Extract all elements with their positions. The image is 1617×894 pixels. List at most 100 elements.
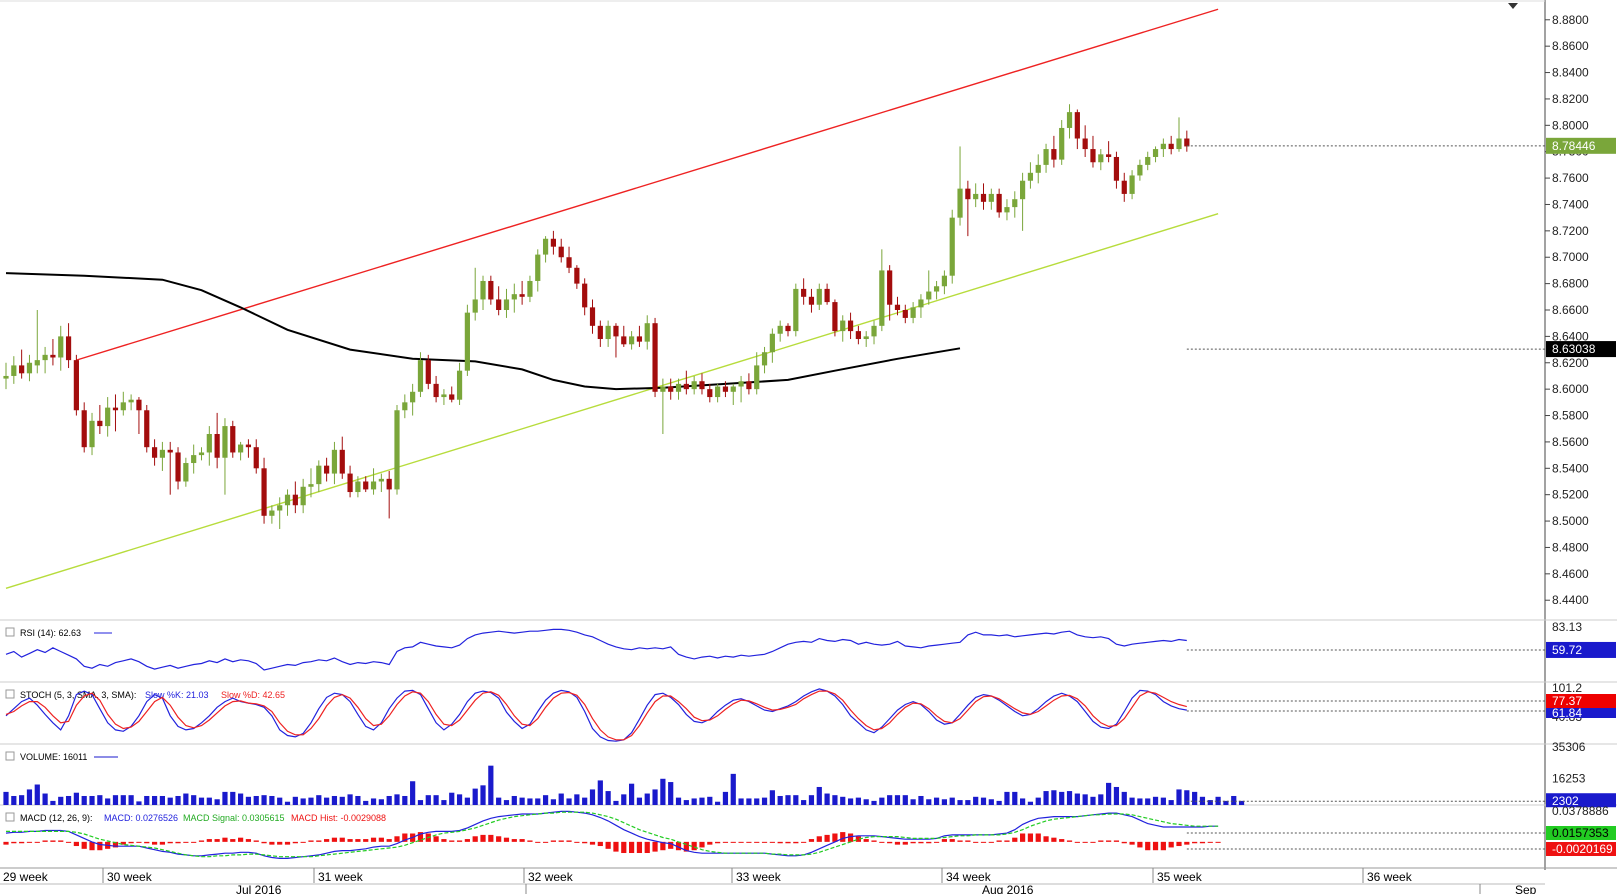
volume-panel[interactable]: VOLUME: 16011 35306 16253 2302 bbox=[0, 740, 1617, 808]
volume-bar bbox=[574, 794, 580, 805]
macd-hist-bar bbox=[1207, 841, 1213, 843]
ma-value-box bbox=[1546, 341, 1616, 358]
volume-bar bbox=[535, 798, 541, 805]
macd-hist-bar bbox=[183, 841, 189, 843]
rsi-line bbox=[5, 628, 1187, 671]
rsi-panel[interactable]: RSI (14): 62.63 83.13 59.72 bbox=[0, 620, 1617, 683]
volume-bar bbox=[1020, 798, 1026, 805]
volume-bar bbox=[417, 800, 424, 805]
candle-body bbox=[144, 410, 150, 448]
volume-bar bbox=[1074, 793, 1080, 805]
macd-hist-bar bbox=[1145, 841, 1151, 851]
macd-hist-bar bbox=[433, 836, 439, 842]
price-panel[interactable]: 8.88008.86008.84008.82008.80008.78008.76… bbox=[0, 0, 1617, 870]
macd-hist-bar bbox=[566, 840, 572, 842]
volume-bar bbox=[230, 791, 236, 805]
macd-hist-bar bbox=[19, 841, 25, 844]
stochastic-panel[interactable]: STOCH (5, 3, SMA, 3, SMA): Slow %K: 21.03… bbox=[0, 681, 1617, 745]
candle-body bbox=[324, 465, 330, 474]
volume-bar bbox=[355, 795, 361, 805]
macd-hist-bar bbox=[1090, 841, 1096, 843]
volume-bar bbox=[613, 800, 619, 805]
volume-bar bbox=[11, 795, 17, 805]
volume-bar bbox=[879, 797, 885, 805]
candle-body bbox=[824, 288, 830, 303]
macd-hist-bar bbox=[574, 841, 580, 843]
macd-hist-bar bbox=[605, 841, 611, 849]
candle-body bbox=[65, 336, 72, 361]
candle-body bbox=[81, 410, 87, 448]
volume-bar bbox=[801, 800, 807, 805]
price-tick-label: 8.5400 bbox=[1552, 461, 1589, 475]
volume-bar bbox=[1168, 800, 1174, 805]
macd-hist-bar bbox=[1020, 833, 1026, 842]
volume-bar bbox=[542, 795, 549, 805]
volume-bar bbox=[1199, 796, 1206, 805]
macd-hist-bar bbox=[801, 841, 807, 843]
macd-hist-bar bbox=[58, 840, 64, 842]
volume-bar bbox=[1145, 798, 1151, 805]
price-tick-label: 8.8600 bbox=[1552, 39, 1589, 53]
macd-hist-bar bbox=[191, 841, 197, 843]
macd-legend: MACD (12, 26, 9): bbox=[20, 813, 93, 823]
macd-hist-bar bbox=[629, 841, 635, 854]
macd-hist-bar bbox=[808, 839, 815, 842]
volume-bar bbox=[926, 799, 932, 805]
macd-hist-bar bbox=[488, 834, 494, 842]
candle-body bbox=[699, 381, 705, 390]
volume-tick-label: 16253 bbox=[1552, 771, 1586, 785]
macd-hist-bar bbox=[973, 841, 979, 843]
volume-bar bbox=[324, 797, 330, 805]
volume-bar bbox=[89, 795, 95, 805]
macd-hist-bar bbox=[370, 837, 377, 842]
volume-bar bbox=[855, 797, 861, 805]
candle-body bbox=[175, 452, 181, 482]
candle-body bbox=[1145, 156, 1151, 165]
candle-body bbox=[1168, 143, 1174, 150]
volume-bar bbox=[722, 791, 729, 805]
macd-hist-bar bbox=[402, 833, 408, 842]
macd-hist-bar bbox=[441, 839, 447, 842]
macd-hist-bar bbox=[347, 839, 353, 842]
macd-hist-bar bbox=[503, 837, 510, 842]
macd-hist-bar bbox=[316, 840, 322, 842]
volume-bar bbox=[198, 797, 205, 805]
volume-bar bbox=[675, 797, 682, 805]
macd-hist-bar bbox=[464, 839, 470, 842]
price-tick-label: 8.6600 bbox=[1552, 303, 1589, 317]
candle-body bbox=[300, 486, 306, 506]
macd-hist-bar bbox=[542, 841, 549, 843]
volume-bar bbox=[394, 794, 400, 805]
volume-bar bbox=[988, 799, 994, 805]
candle-body bbox=[832, 302, 838, 332]
volume-bar bbox=[370, 798, 377, 805]
candle-body bbox=[816, 288, 822, 305]
volume-bar bbox=[1082, 794, 1088, 805]
volume-bar bbox=[1137, 798, 1143, 805]
macd-hist-bar bbox=[81, 841, 87, 849]
macd-hist-bar bbox=[1051, 837, 1057, 842]
macd-hist-bar bbox=[1152, 841, 1159, 851]
price-tick-label: 8.6400 bbox=[1552, 329, 1589, 343]
collapse-arrow-icon bbox=[1508, 3, 1518, 9]
macd-hist-bar bbox=[652, 841, 658, 852]
macd-panel[interactable]: MACD (12, 26, 9): MACD: 0.0276526 MACD Sig… bbox=[0, 804, 1617, 869]
volume-bar bbox=[167, 797, 173, 805]
price-tick-label: 8.6800 bbox=[1552, 277, 1589, 291]
candle-body bbox=[589, 307, 596, 326]
volume-bar bbox=[464, 797, 470, 805]
macd-hist-bar bbox=[324, 839, 330, 842]
candle-body bbox=[1020, 180, 1026, 200]
candle-body bbox=[996, 193, 1002, 213]
volume-tick-label: 35306 bbox=[1552, 740, 1586, 754]
candle-body bbox=[105, 407, 111, 427]
candle-body bbox=[840, 320, 846, 332]
candle-body bbox=[683, 383, 689, 390]
volume-bar bbox=[1121, 791, 1127, 805]
volume-bar bbox=[527, 798, 533, 805]
candle-body bbox=[660, 386, 666, 392]
macd-hist-box bbox=[1546, 842, 1616, 856]
time-axis: 29 week 30 week 31 week 32 week 33 week 34 we… bbox=[0, 868, 1545, 894]
macd-hist-bar bbox=[980, 841, 987, 843]
